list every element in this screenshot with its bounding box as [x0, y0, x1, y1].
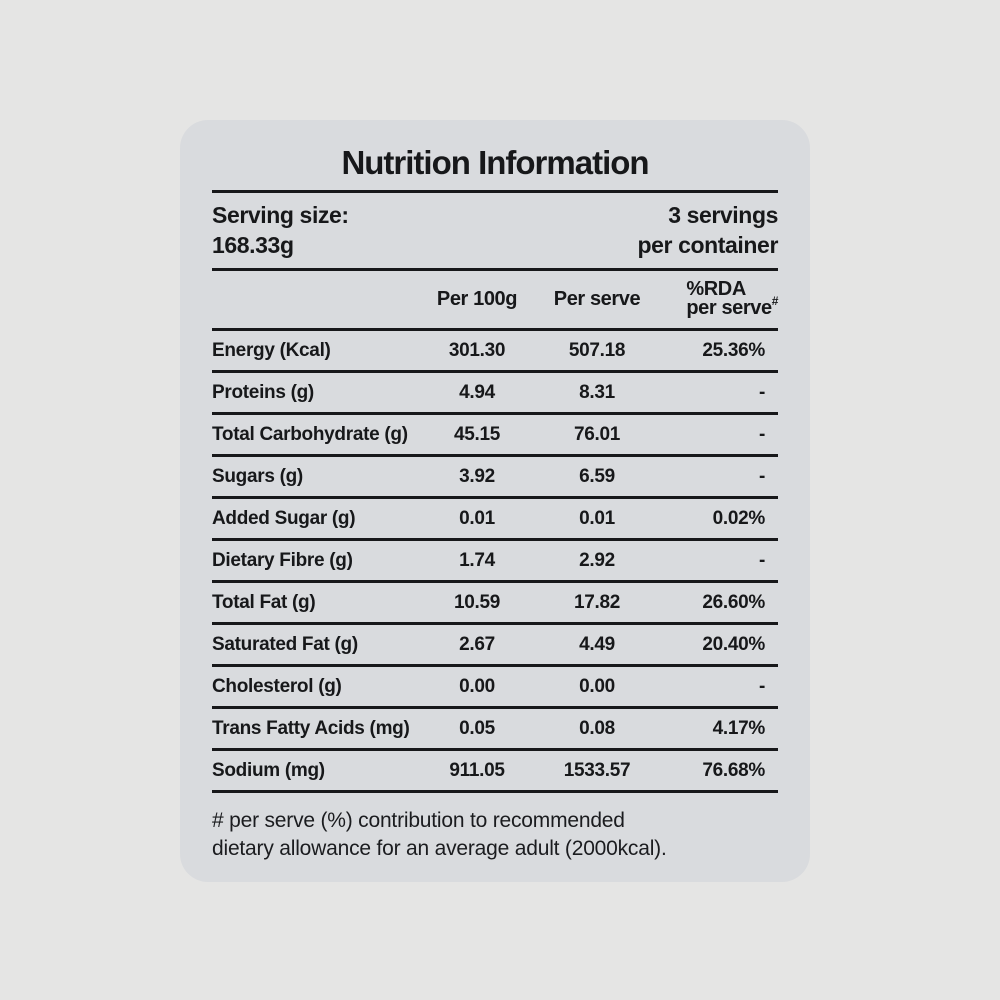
table-header-row: Per 100g Per serve %RDA per serve# [212, 271, 779, 328]
per-100g-value: 10.59 [453, 591, 501, 613]
per-100g-value: 1.74 [459, 549, 495, 571]
nutrient-name: Trans Fatty Acids (mg) [212, 717, 410, 739]
per-serve-value: 507.18 [568, 339, 626, 361]
nutrient-name: Energy (Kcal) [212, 339, 331, 361]
nutrient-name: Proteins (g) [212, 381, 314, 403]
header-per-serve: Per serve [553, 288, 641, 310]
table-row: Total Carbohydrate (g) 45.15 76.01 - [212, 415, 778, 457]
servings-count: 3 servings [668, 202, 778, 228]
rda-value: 76.68% [702, 759, 765, 781]
table-row: Sodium (mg) 911.05 1533.57 76.68% [212, 751, 778, 793]
header-rda-line2: per serve [686, 296, 772, 319]
divider-top [212, 190, 778, 193]
rda-value: - [758, 549, 765, 571]
per-100g-value: 4.94 [459, 381, 495, 403]
per-serve-value: 6.59 [579, 465, 615, 487]
servings-per-container-block: 3 servings per container [637, 200, 778, 260]
per-100g-value: 2.67 [459, 633, 495, 655]
nutrient-name: Dietary Fibre (g) [212, 549, 353, 571]
rda-value: 0.02% [712, 507, 766, 529]
nutrition-table-body: Energy (Kcal) 301.30 507.18 25.36% Prote… [212, 331, 778, 793]
per-serve-value: 1533.57 [563, 759, 631, 781]
per-100g-value: 3.92 [459, 465, 495, 487]
nutrient-name: Cholesterol (g) [212, 675, 342, 697]
header-per-100g: Per 100g [436, 288, 518, 310]
serving-size-block: Serving size: 168.33g [212, 200, 349, 260]
serving-size-label: Serving size: [212, 202, 349, 228]
serving-info-row: Serving size: 168.33g 3 servings per con… [212, 193, 778, 268]
rda-value: 25.36% [702, 339, 765, 361]
table-row: Saturated Fat (g) 2.67 4.49 20.40% [212, 625, 778, 667]
table-row: Trans Fatty Acids (mg) 0.05 0.08 4.17% [212, 709, 778, 751]
rda-value: - [758, 381, 765, 403]
divider-serving [212, 268, 778, 271]
per-serve-value: 2.92 [579, 549, 615, 571]
table-row: Proteins (g) 4.94 8.31 - [212, 373, 778, 415]
table-row: Energy (Kcal) 301.30 507.18 25.36% [212, 331, 778, 373]
per-100g-value: 0.05 [459, 717, 495, 739]
rda-value: 4.17% [712, 717, 766, 739]
footnote-line1: # per serve (%) contribution to recommen… [212, 809, 625, 832]
per-serve-value: 0.01 [579, 507, 615, 529]
table-row: Total Fat (g) 10.59 17.82 26.60% [212, 583, 778, 625]
rda-value: 20.40% [702, 633, 765, 655]
per-serve-value: 17.82 [573, 591, 621, 613]
table-row: Cholesterol (g) 0.00 0.00 - [212, 667, 778, 709]
nutrient-name: Saturated Fat (g) [212, 633, 358, 655]
nutrient-name: Total Carbohydrate (g) [212, 423, 408, 445]
per-100g-value: 301.30 [448, 339, 506, 361]
servings-per-container-label: per container [637, 232, 778, 258]
per-100g-value: 911.05 [449, 759, 505, 781]
table-row: Added Sugar (g) 0.01 0.01 0.02% [212, 499, 778, 541]
nutrient-name: Total Fat (g) [212, 591, 316, 613]
footnote-line2: dietary allowance for an average adult (… [212, 837, 667, 860]
header-rda-text: %RDA per serve# [686, 277, 779, 319]
rda-value: - [758, 675, 765, 697]
table-row: Sugars (g) 3.92 6.59 - [212, 457, 778, 499]
per-serve-value: 0.08 [579, 717, 615, 739]
header-rda: %RDA per serve# [667, 277, 779, 320]
header-rda-line1: %RDA [686, 277, 746, 300]
nutrient-name: Sugars (g) [212, 465, 303, 487]
nutrition-label-card: Nutrition Information Serving size: 168.… [180, 120, 810, 882]
footnote: # per serve (%) contribution to recommen… [212, 807, 778, 863]
per-100g-value: 0.00 [459, 675, 495, 697]
per-100g-value: 45.15 [453, 423, 501, 445]
per-100g-value: 0.01 [459, 507, 495, 529]
divider-header [212, 328, 778, 331]
table-row: Dietary Fibre (g) 1.74 2.92 - [212, 541, 778, 583]
header-rda-footnote-marker: # [771, 293, 779, 308]
per-serve-value: 4.49 [579, 633, 615, 655]
rda-value: - [758, 423, 765, 445]
nutrient-name: Added Sugar (g) [212, 507, 356, 529]
rda-value: 26.60% [702, 591, 765, 613]
page-title: Nutrition Information [341, 144, 649, 181]
per-serve-value: 76.01 [573, 423, 621, 445]
serving-size-value: 168.33g [212, 232, 294, 258]
per-serve-value: 0.00 [579, 675, 615, 697]
rda-value: - [758, 465, 765, 487]
per-serve-value: 8.31 [579, 381, 615, 403]
nutrient-name: Sodium (mg) [212, 759, 325, 781]
